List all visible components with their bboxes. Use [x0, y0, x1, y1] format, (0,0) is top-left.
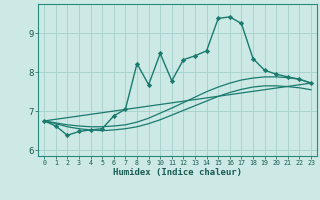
X-axis label: Humidex (Indice chaleur): Humidex (Indice chaleur)	[113, 168, 242, 177]
